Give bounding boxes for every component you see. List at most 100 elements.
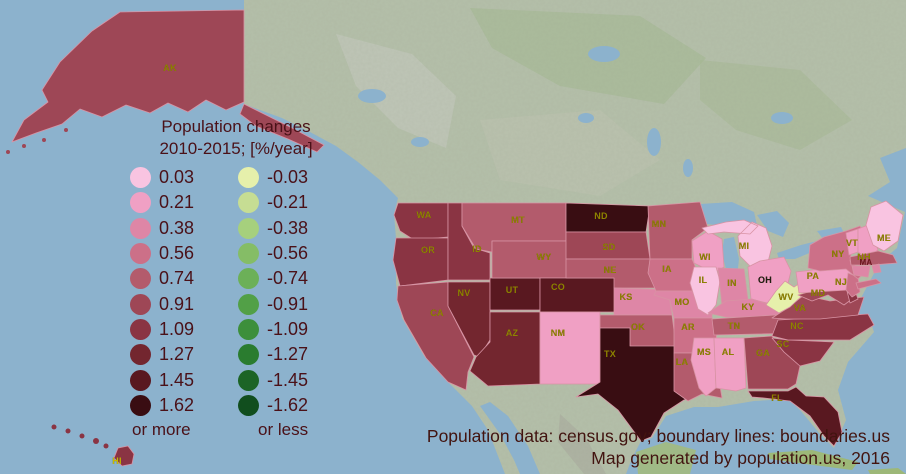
legend-swatch--1.09 [238, 318, 259, 340]
legend-row: 0.03 [130, 165, 230, 190]
legend-title: Population changes 2010-2015; [%/year] [130, 116, 342, 160]
legend-swatch--0.91 [238, 293, 259, 315]
state-nd-shape[interactable] [565, 202, 651, 233]
legend-positive-column: 0.03 0.21 0.38 0.56 0.74 0.91 1.09 1.27 1.45 1.62 [130, 165, 230, 418]
state-in-label: IN [727, 278, 737, 288]
state-az-label: AZ [506, 328, 519, 338]
state-ct-shape[interactable] [851, 265, 871, 278]
state-hi-bigisland-shape[interactable] [113, 445, 135, 467]
state-ca-label: CA [430, 308, 444, 318]
legend-value: -1.09 [267, 318, 309, 339]
legend-row: -0.21 [238, 190, 338, 215]
state-mi-shape[interactable] [701, 219, 773, 269]
gulf-of-california [480, 402, 540, 474]
state-ak-shape[interactable] [11, 9, 245, 143]
state-ms-label: MS [697, 347, 711, 357]
state-ny-longisland-shape[interactable] [855, 278, 882, 290]
legend-value: 1.45 [159, 369, 195, 390]
legend-row: -0.38 [238, 216, 338, 241]
legend-swatch--0.21 [238, 192, 259, 214]
state-ky-label: KY [741, 302, 754, 312]
legend-value: -0.03 [267, 167, 309, 188]
legend-row: -0.03 [238, 165, 338, 190]
state-tx-shape[interactable] [575, 327, 703, 442]
state-ks-label: KS [619, 292, 632, 302]
lake-huron [757, 211, 789, 237]
state-al-label: AL [722, 347, 735, 357]
state-mo-label: MO [674, 297, 689, 307]
state-ri-shape[interactable] [871, 263, 882, 274]
legend-footers: or more or less [130, 420, 342, 440]
state-nj-label: NJ [835, 277, 847, 287]
legend-swatch--1.27 [238, 344, 259, 366]
legend-value: -0.74 [267, 268, 309, 289]
state-va-label: VA [794, 303, 807, 313]
state-mn-label: MN [652, 219, 667, 229]
legend-value: -0.21 [267, 192, 309, 213]
legend-value: 0.03 [159, 167, 195, 188]
state-wy-shape[interactable] [491, 240, 569, 279]
state-ak-label: AK [163, 63, 177, 73]
legend-swatch-0.21 [130, 192, 151, 214]
lake-erie [777, 241, 819, 259]
legend-swatch-0.56 [130, 243, 151, 265]
legend-row: 0.74 [130, 266, 230, 291]
state-al-shape[interactable] [713, 337, 747, 392]
legend-row: 0.56 [130, 241, 230, 266]
state-fl-shape[interactable] [747, 386, 843, 447]
legend-value: 0.91 [159, 293, 195, 314]
legend-row: 1.27 [130, 342, 230, 367]
state-nm-shape[interactable] [539, 311, 601, 385]
legend-negative-footer: or less [258, 419, 309, 439]
state-sc-label: SC [776, 339, 789, 349]
state-sd-label: SD [602, 242, 615, 252]
state-or-shape[interactable] [392, 237, 449, 287]
state-hi-islands[interactable] [51, 424, 135, 467]
state-tx-label: TX [604, 349, 616, 359]
state-co-label: CO [551, 282, 565, 292]
legend-value: 1.62 [159, 394, 195, 415]
state-me-shape[interactable] [865, 200, 904, 252]
legend-swatch-0.91 [130, 293, 151, 315]
state-pa-label: PA [807, 271, 820, 281]
hispaniola-island [868, 468, 906, 474]
states-layer [6, 9, 904, 467]
legend-row: -1.27 [238, 342, 338, 367]
legend-value: 1.09 [159, 318, 195, 339]
state-ak-aleutian-islands [6, 128, 68, 154]
legend-swatch--0.03 [238, 167, 259, 189]
legend-value: -1.45 [267, 369, 309, 390]
legend-grid: 0.03 0.21 0.38 0.56 0.74 0.91 1.09 1.27 1.45 1.62… [130, 165, 342, 418]
legend-value: -1.62 [267, 394, 309, 415]
legend-swatch-1.09 [130, 318, 151, 340]
legend-swatch--0.74 [238, 268, 259, 290]
legend-row: 0.91 [130, 291, 230, 316]
legend-row: -1.45 [238, 367, 338, 392]
state-ga-label: GA [756, 348, 770, 358]
legend-value: -0.38 [267, 217, 309, 238]
state-tn-label: TN [728, 321, 741, 331]
state-nm-label: NM [551, 328, 566, 338]
yucatan-peninsula [636, 442, 696, 474]
legend-value: -0.91 [267, 293, 309, 314]
legend-value: 0.21 [159, 192, 195, 213]
legend-value: 0.74 [159, 268, 195, 289]
state-ok-label: OK [631, 322, 645, 332]
state-ut-label: UT [506, 285, 519, 295]
state-il-label: IL [699, 275, 708, 285]
legend-row: -0.56 [238, 241, 338, 266]
state-fl-label: FL [771, 393, 783, 403]
state-oh-label: OH [758, 275, 772, 285]
state-ak-panhandle-shape[interactable] [239, 103, 325, 153]
cuba-island [768, 450, 858, 470]
legend-title-line2: 2010-2015; [%/year] [159, 139, 313, 158]
state-ma-shape[interactable] [849, 250, 898, 266]
lake-michigan [722, 237, 739, 277]
state-ny-label: NY [831, 249, 844, 259]
state-md-label: MD [811, 288, 826, 298]
state-la-label: LA [676, 357, 689, 367]
credits-line2: Map generated by population.us, 2016 [591, 447, 890, 468]
state-vt-label: VT [846, 238, 858, 248]
state-nh-label: NH [857, 252, 871, 262]
